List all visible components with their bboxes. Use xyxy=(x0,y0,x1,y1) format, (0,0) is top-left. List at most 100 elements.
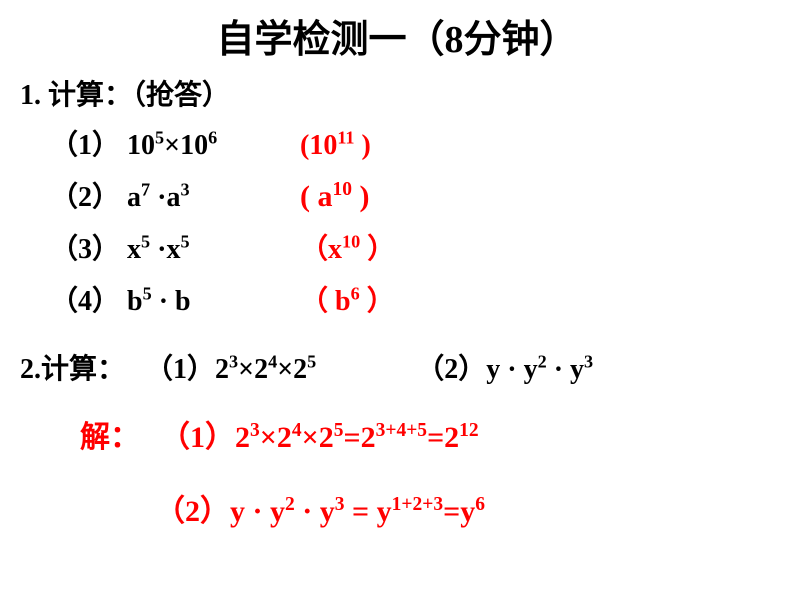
op1: × xyxy=(238,354,254,385)
s2-label: （2） xyxy=(155,495,230,528)
ans-open: ( xyxy=(300,130,309,161)
answer: （ b6 ） xyxy=(300,279,395,319)
re1: 1+2+3 xyxy=(392,494,443,515)
e1: 3 xyxy=(250,420,260,441)
solution-2: （2）y · y2 · y3 = y1+2+3=y6 xyxy=(20,486,774,530)
exp1: 5 xyxy=(143,284,152,304)
eq2: = xyxy=(443,495,460,528)
op2: · xyxy=(295,495,320,528)
exp1: 7 xyxy=(141,180,150,200)
q2-problem-1: （1）23×24×25 xyxy=(145,347,316,387)
ans-exp: 10 xyxy=(342,232,360,252)
op2: · xyxy=(547,354,570,385)
q2-prefix: 2.计算： xyxy=(20,347,125,387)
b3: 2 xyxy=(293,354,307,385)
q1-item-1: （1） 105×106 (1011 ) xyxy=(20,123,774,163)
re1: 3+4+5 xyxy=(376,420,427,441)
content-area: 1. 计算：（抢答） （1） 105×106 (1011 ) （2） a7 ·a… xyxy=(0,63,794,530)
op2: × xyxy=(277,354,293,385)
e2: 2 xyxy=(285,494,295,515)
ans-exp: 10 xyxy=(333,179,353,200)
base2: a xyxy=(166,182,180,213)
base1: x xyxy=(127,234,141,265)
problem-expression: （2） a7 ·a3 xyxy=(50,175,300,215)
item-label: （2） xyxy=(50,182,127,213)
b1: y xyxy=(486,354,500,385)
e3: 3 xyxy=(335,494,345,515)
re2: 6 xyxy=(475,494,485,515)
solution-text: 解：（1）23×24×25=23+4+5=212 xyxy=(80,412,479,456)
re2: 12 xyxy=(459,420,479,441)
exp1: 5 xyxy=(141,232,150,252)
sol-label: 解： xyxy=(80,421,140,454)
ans-close: ） xyxy=(360,286,395,317)
s1-label: （1） xyxy=(160,421,235,454)
ans-open: （ xyxy=(300,286,335,317)
rb1: 2 xyxy=(361,421,376,454)
b1: y xyxy=(230,495,245,528)
page-title: 自学检测一（8分钟） xyxy=(0,0,794,63)
q1-item-4: （4） b5 · b （ b6 ） xyxy=(20,279,774,319)
base1: 10 xyxy=(127,130,155,161)
ans-close: ) xyxy=(355,130,371,161)
b2: 2 xyxy=(277,421,292,454)
op: · xyxy=(150,234,166,265)
answer: (1011 ) xyxy=(300,130,371,162)
op: · xyxy=(152,286,175,317)
item-label: （1） xyxy=(50,130,127,161)
problem-expression: （3） x5 ·x5 xyxy=(50,227,300,267)
op1: · xyxy=(245,495,270,528)
e1: 3 xyxy=(229,352,238,372)
e2: 2 xyxy=(538,352,547,372)
b2: 2 xyxy=(254,354,268,385)
b3: y xyxy=(320,495,335,528)
b1: 2 xyxy=(235,421,250,454)
ans-base: x xyxy=(328,234,342,265)
e3: 3 xyxy=(584,352,593,372)
base1: a xyxy=(127,182,141,213)
eq1: = xyxy=(343,421,360,454)
e3: 5 xyxy=(334,420,344,441)
q2-header: 2.计算： （1）23×24×25 （2）y · y2 · y3 xyxy=(20,347,774,387)
e2: 4 xyxy=(292,420,302,441)
base2: b xyxy=(175,286,191,317)
exp2: 5 xyxy=(180,232,189,252)
op1: × xyxy=(260,421,277,454)
exp1: 5 xyxy=(155,128,164,148)
base2: 10 xyxy=(180,130,208,161)
eq1: = xyxy=(345,495,377,528)
op: × xyxy=(164,130,180,161)
ans-close: ） xyxy=(360,234,395,265)
rb2: 2 xyxy=(444,421,459,454)
ans-base: 10 xyxy=(309,130,337,161)
problem-expression: （1） 105×106 xyxy=(50,123,300,163)
problem-expression: （4） b5 · b xyxy=(50,279,300,319)
b2: y xyxy=(524,354,538,385)
b1: 2 xyxy=(215,354,229,385)
q2-problem-2: （2）y · y2 · y3 xyxy=(416,347,593,387)
ans-close: ) xyxy=(352,180,370,213)
op1: · xyxy=(500,354,523,385)
e2: 4 xyxy=(268,352,277,372)
answer: ( a10 ) xyxy=(300,180,370,214)
base1: b xyxy=(127,286,143,317)
rb2: y xyxy=(460,495,475,528)
rb1: y xyxy=(377,495,392,528)
q1-item-2: （2） a7 ·a3 ( a10 ) xyxy=(20,175,774,215)
ans-open: ( xyxy=(300,180,318,213)
item-label: （3） xyxy=(50,234,127,265)
b3: 2 xyxy=(319,421,334,454)
ans-base: a xyxy=(318,180,333,213)
eq2: = xyxy=(427,421,444,454)
b3: y xyxy=(570,354,584,385)
q2-p1-label: （1） xyxy=(145,354,215,385)
op: · xyxy=(150,182,166,213)
answer: （x10 ） xyxy=(300,227,395,267)
op2: × xyxy=(302,421,319,454)
solution-text: （2）y · y2 · y3 = y1+2+3=y6 xyxy=(155,486,485,530)
solution-1: 解：（1）23×24×25=23+4+5=212 xyxy=(20,412,774,456)
ans-open: （ xyxy=(300,234,328,265)
b2: y xyxy=(270,495,285,528)
ans-exp: 11 xyxy=(337,128,354,148)
exp2: 3 xyxy=(180,180,189,200)
